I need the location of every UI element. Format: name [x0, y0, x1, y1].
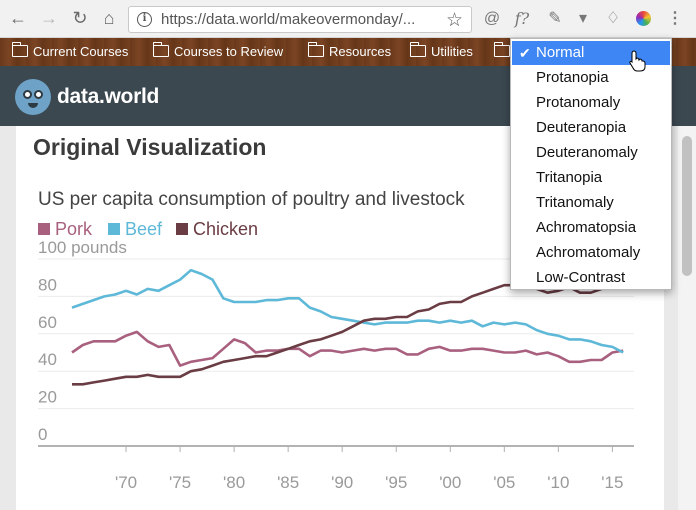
color-wheel-extension-icon[interactable] [632, 8, 654, 30]
bookmark-utilities[interactable]: Utilities [409, 42, 473, 61]
menu-option-label: Achromatopsia [536, 219, 637, 236]
menu-option-deuteranomaly[interactable]: Deuteranomaly [512, 141, 670, 165]
x-tick-label: '85 [277, 473, 299, 492]
chart-legend: Pork Beef Chicken [38, 219, 258, 239]
legend-swatch-chicken [176, 223, 188, 235]
bookmark-resources[interactable]: Resources [307, 42, 391, 61]
gem-extension-icon[interactable]: ♢ [605, 10, 621, 27]
formula-extension-icon[interactable]: f? [514, 9, 530, 28]
data-world-logo-icon[interactable] [15, 79, 51, 115]
info-icon[interactable]: i [137, 12, 152, 27]
y-axis: 0 20 40 60 80 100 pounds [38, 238, 127, 444]
x-tick-label: '05 [493, 473, 515, 492]
menu-option-tritanomaly[interactable]: Tritanomaly [512, 191, 670, 215]
legend-label-beef: Beef [125, 219, 163, 239]
series-line-pork [71, 330, 624, 367]
x-tick-label: '00 [439, 473, 461, 492]
menu-option-tritanopia[interactable]: Tritanopia [512, 166, 670, 190]
browser-toolbar: ← → ↻ ⌂ i https://data.world/makeovermon… [0, 0, 696, 38]
y-tick-label: 100 pounds [38, 238, 127, 257]
url-path: /makeovermonday/... [275, 11, 416, 28]
hand-pointer-cursor-icon [629, 50, 646, 72]
at-sign-extension-icon[interactable]: @ [483, 10, 501, 27]
menu-option-protanopia[interactable]: Protanopia [512, 66, 670, 90]
checkmark-icon: ✔ [519, 45, 531, 61]
menu-option-label: Normal [536, 44, 585, 61]
menu-option-label: Tritanopia [536, 169, 603, 186]
menu-option-label: Achromatomaly [536, 244, 641, 261]
bookmark-current-courses[interactable]: Current Courses [11, 42, 128, 61]
chart-title: US per capita consumption of poultry and… [38, 189, 465, 210]
scroll-thumb[interactable] [682, 136, 692, 276]
folder-icon [307, 42, 324, 57]
menu-option-label: Deuteranopia [536, 119, 627, 136]
x-tick-label: '90 [331, 473, 353, 492]
legend-swatch-beef [108, 223, 120, 235]
page-scrollbar[interactable] [678, 126, 696, 510]
y-tick-label: 0 [38, 425, 47, 444]
y-tick-label: 40 [38, 350, 57, 369]
bookmark-folder-partial[interactable] [493, 42, 515, 61]
x-axis: '70 '75 '80 '85 '90 '95 '00 '05 '10 '15 [115, 446, 623, 492]
x-tick-label: '10 [547, 473, 569, 492]
x-tick-label: '80 [223, 473, 245, 492]
address-bar[interactable]: i https://data.world/makeovermonday/... … [128, 6, 472, 33]
url-host: https://data.world [161, 11, 276, 28]
eyedropper-extension-icon[interactable]: ✎ [548, 10, 562, 27]
menu-option-label: Tritanomaly [536, 194, 614, 211]
url-text[interactable]: https://data.world/makeovermonday/... [161, 11, 437, 28]
folder-icon [493, 42, 510, 57]
series-line-beef [71, 268, 624, 354]
folder-icon [11, 42, 28, 57]
back-arrow-icon[interactable]: ← [9, 8, 27, 28]
home-icon[interactable]: ⌂ [103, 8, 115, 28]
pocket-extension-icon[interactable]: ▾ [578, 10, 588, 27]
legend-swatch-pork [38, 223, 50, 235]
legend-label-pork: Pork [55, 219, 93, 239]
menu-option-label: Low-Contrast [536, 269, 626, 286]
folder-icon [409, 42, 426, 57]
y-tick-label: 60 [38, 313, 57, 332]
y-tick-label: 80 [38, 275, 57, 294]
x-tick-label: '15 [601, 473, 623, 492]
y-tick-label: 20 [38, 388, 57, 407]
legend-label-chicken: Chicken [193, 219, 258, 239]
colorblind-simulation-menu[interactable]: ✔ Normal Protanopia Protanomaly Deuteranopia… [510, 38, 672, 290]
consumption-line-chart: US per capita consumption of poultry and… [38, 189, 634, 492]
menu-option-label: Protanomaly [536, 94, 621, 111]
logo-text[interactable]: data.world [57, 85, 160, 108]
reload-icon[interactable]: ↻ [72, 8, 88, 28]
menu-kebab-icon[interactable]: ⋮ [667, 10, 683, 27]
x-tick-label: '95 [385, 473, 407, 492]
menu-option-label: Deuteranomaly [536, 144, 638, 161]
bookmark-star-icon[interactable]: ☆ [445, 10, 463, 31]
menu-option-achromatopsia[interactable]: Achromatopsia [512, 216, 670, 240]
menu-option-deuteranopia[interactable]: Deuteranopia [512, 116, 670, 140]
menu-option-normal[interactable]: ✔ Normal [512, 41, 670, 65]
menu-option-protanomaly[interactable]: Protanomaly [512, 91, 670, 115]
x-tick-label: '75 [169, 473, 191, 492]
menu-option-label: Protanopia [536, 69, 609, 86]
x-tick-label: '70 [115, 473, 137, 492]
bookmark-courses-to-review[interactable]: Courses to Review [152, 42, 283, 61]
menu-option-achromatomaly[interactable]: Achromatomaly [512, 241, 670, 265]
forward-arrow-icon[interactable]: → [40, 8, 58, 28]
menu-option-low-contrast[interactable]: Low-Contrast [512, 266, 670, 290]
folder-icon [152, 42, 169, 57]
page-title: Original Visualization [33, 134, 267, 160]
